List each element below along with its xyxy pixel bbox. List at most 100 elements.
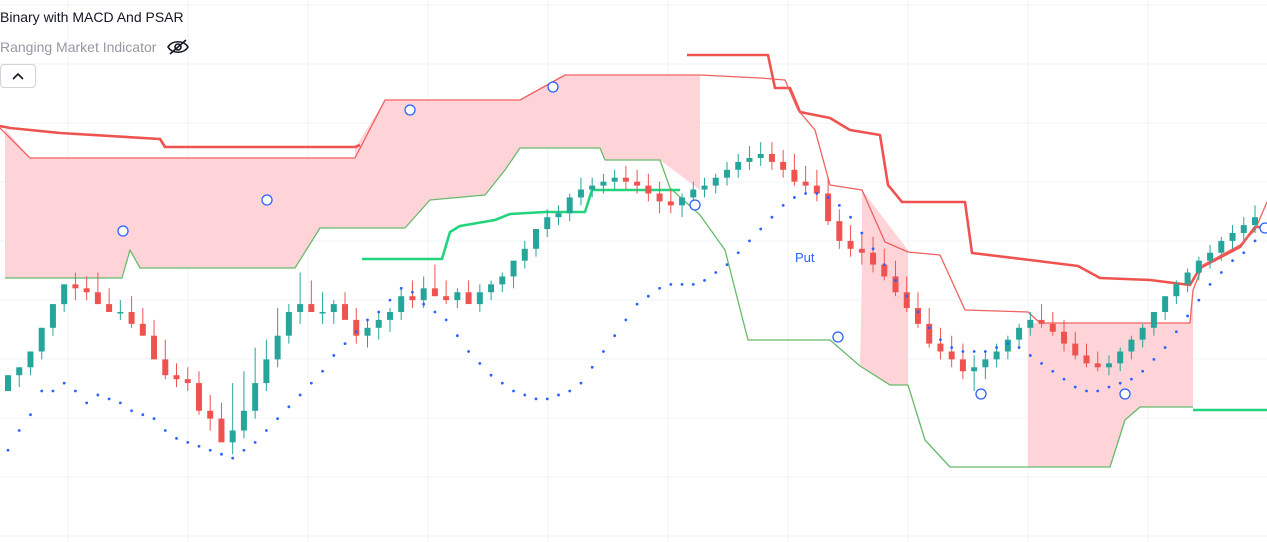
- psar-dot: [500, 381, 504, 385]
- candle-body: [72, 284, 79, 289]
- psar-dot: [1006, 342, 1010, 345]
- candle-body: [173, 375, 180, 380]
- candle-body: [353, 319, 360, 336]
- lower-thin-line: [5, 147, 1193, 468]
- candle-body: [1004, 339, 1011, 352]
- candles: [5, 142, 1258, 455]
- candle-body: [937, 343, 944, 352]
- candle-body: [83, 288, 90, 293]
- psar-dot: [815, 192, 819, 195]
- candle-body: [49, 304, 56, 328]
- psar-dot: [276, 417, 280, 421]
- psar-dot: [961, 350, 965, 353]
- candle-body: [903, 292, 910, 309]
- psar-dot: [388, 298, 392, 302]
- candle-body: [544, 217, 551, 230]
- candle-body: [622, 177, 629, 182]
- candle-body: [285, 312, 292, 336]
- candle-body: [993, 351, 1000, 360]
- indicator-legend-row[interactable]: Ranging Market Indicator: [0, 36, 190, 58]
- eye-off-icon[interactable]: [166, 38, 190, 56]
- psar-dot: [366, 318, 369, 322]
- candle-body: [16, 367, 23, 376]
- psar-dot: [635, 302, 639, 306]
- psar-dot: [703, 279, 706, 282]
- candle-body: [364, 327, 371, 336]
- candle-body: [1038, 319, 1045, 324]
- psar-dot: [1197, 298, 1201, 302]
- candle-body: [1195, 260, 1202, 273]
- candle-body: [1150, 312, 1157, 328]
- psar-dot: [1040, 361, 1043, 365]
- psar-dot: [478, 361, 482, 365]
- psar-dot: [905, 294, 909, 298]
- candle-body: [465, 292, 472, 305]
- study-title[interactable]: Binary with MACD And PSAR: [0, 9, 184, 25]
- psar-dot: [231, 456, 235, 460]
- psar-dot: [624, 318, 628, 322]
- upper-thick-line: [0, 124, 361, 149]
- indicator-name[interactable]: Ranging Market Indicator: [0, 39, 157, 55]
- signal-marker: [832, 331, 844, 343]
- candle-body: [431, 288, 438, 297]
- psar-dot: [568, 389, 572, 393]
- signal-marker: [404, 104, 416, 116]
- psar-dot: [264, 429, 268, 432]
- candle-body: [959, 359, 966, 372]
- candle-body: [297, 304, 304, 312]
- candle-body: [735, 161, 742, 170]
- signal-markers: [117, 81, 1267, 400]
- psar-dot: [1186, 314, 1189, 318]
- candle-body: [38, 327, 45, 352]
- psar-dot: [332, 354, 336, 357]
- psar-dot: [152, 417, 156, 421]
- psar-dot: [29, 413, 32, 417]
- psar-dot: [826, 196, 830, 199]
- psar-dot: [1219, 271, 1223, 274]
- candle-body: [488, 284, 495, 293]
- candle-body: [342, 304, 349, 320]
- candle-body: [813, 185, 820, 194]
- psar-dot: [411, 290, 414, 294]
- signal-marker: [117, 225, 129, 237]
- candle-body: [308, 304, 315, 312]
- psar-dot: [1118, 381, 1122, 385]
- psar-dot: [51, 389, 55, 393]
- psar-dot: [130, 409, 133, 413]
- psar-dot: [208, 448, 212, 452]
- candle-body: [1049, 323, 1056, 332]
- signal-marker: [547, 81, 559, 93]
- candle-body: [746, 157, 753, 162]
- psar-dot: [298, 393, 302, 397]
- candle-body: [645, 185, 652, 194]
- candle-body: [1162, 296, 1169, 312]
- candle-body: [1218, 240, 1225, 253]
- psar-dot: [62, 381, 66, 385]
- candle-body: [971, 367, 978, 372]
- candle-body: [128, 312, 135, 324]
- candle-body: [1117, 351, 1124, 364]
- candle-body: [476, 292, 483, 305]
- psar-dot: [545, 397, 549, 401]
- collapse-legend-button[interactable]: [0, 64, 36, 88]
- signal-marker: [689, 199, 701, 211]
- psar-dot: [467, 350, 471, 353]
- candle-body: [1072, 343, 1079, 356]
- study-legend-row[interactable]: Binary with MACD And PSAR: [0, 6, 190, 28]
- candle-body: [454, 292, 461, 301]
- candle-body: [1173, 284, 1180, 297]
- psar-dot: [523, 393, 527, 397]
- psar-dot: [354, 330, 358, 334]
- candle-body: [881, 264, 888, 277]
- psar-dot: [849, 215, 852, 219]
- psar-dot: [197, 444, 201, 448]
- psar-dot: [17, 429, 21, 432]
- candle-body: [27, 351, 34, 368]
- psar-dot: [455, 334, 459, 338]
- candle-body: [847, 240, 854, 249]
- psar-dot: [658, 286, 661, 290]
- candle-body: [611, 177, 618, 182]
- psar-dot: [748, 239, 751, 243]
- psar-dot: [939, 338, 942, 342]
